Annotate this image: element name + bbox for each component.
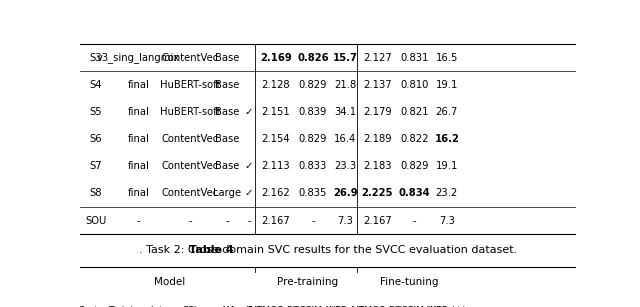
Text: Base: Base (216, 161, 240, 171)
Text: S6: S6 (90, 134, 102, 144)
Text: 7.3: 7.3 (439, 216, 455, 226)
Text: 2.179: 2.179 (363, 107, 392, 117)
Text: final: final (127, 134, 149, 144)
Text: Base: Base (216, 134, 240, 144)
Text: 2.128: 2.128 (261, 80, 290, 90)
Text: ✓: ✓ (245, 188, 253, 198)
Text: -: - (413, 216, 417, 226)
Text: 2.137: 2.137 (363, 80, 392, 90)
Text: Large: Large (214, 188, 242, 198)
Text: WER (↓): WER (↓) (326, 306, 365, 307)
Text: 16.5: 16.5 (436, 52, 458, 63)
Text: 23.3: 23.3 (334, 161, 356, 171)
Text: 2.113: 2.113 (261, 161, 290, 171)
Text: 16.2: 16.2 (435, 134, 460, 144)
Text: Base: Base (216, 52, 240, 63)
Text: 2.167: 2.167 (363, 216, 392, 226)
Text: 0.829: 0.829 (299, 134, 327, 144)
Text: final: final (127, 188, 149, 198)
Text: 0.835: 0.835 (299, 188, 327, 198)
Text: ContentVec: ContentVec (162, 52, 219, 63)
Text: System: System (79, 306, 113, 307)
Text: S4: S4 (90, 80, 102, 90)
Text: final: final (127, 80, 149, 90)
Text: ContentVec: ContentVec (162, 161, 219, 171)
Text: Fine-tuning: Fine-tuning (380, 277, 439, 287)
Text: 0.831: 0.831 (401, 52, 429, 63)
Text: 2.189: 2.189 (363, 134, 392, 144)
Text: ✓: ✓ (245, 161, 253, 171)
Text: SOU: SOU (85, 216, 107, 226)
Text: 2.154: 2.154 (261, 134, 290, 144)
Text: 0.822: 0.822 (400, 134, 429, 144)
Text: WER (↓): WER (↓) (428, 306, 467, 307)
Text: ✓: ✓ (245, 107, 253, 117)
Text: 0.821: 0.821 (400, 107, 429, 117)
Text: S8: S8 (90, 188, 102, 198)
Text: final: final (127, 107, 149, 117)
Text: ContentVec: ContentVec (162, 188, 219, 198)
Text: 2.127: 2.127 (363, 52, 392, 63)
Text: 2.151: 2.151 (261, 107, 290, 117)
Text: 2.167: 2.167 (261, 216, 290, 226)
Text: 34.1: 34.1 (334, 107, 356, 117)
Text: 16.4: 16.4 (334, 134, 356, 144)
Text: final: final (127, 161, 149, 171)
Text: COSSIM (↑): COSSIM (↑) (286, 306, 340, 307)
Text: Table 4: Table 4 (189, 245, 234, 255)
Text: 0.834: 0.834 (399, 188, 431, 198)
Text: 23.2: 23.2 (436, 188, 458, 198)
Text: 19.1: 19.1 (436, 80, 458, 90)
Text: -: - (311, 216, 315, 226)
Text: 21.8: 21.8 (334, 80, 356, 90)
Text: HuBERT-soft: HuBERT-soft (160, 107, 221, 117)
Text: -: - (136, 216, 140, 226)
Text: Pre-training: Pre-training (277, 277, 339, 287)
Text: 15.7: 15.7 (333, 52, 358, 63)
Text: UTMOS (↑): UTMOS (↑) (250, 306, 301, 307)
Text: -: - (189, 216, 192, 226)
Text: AM: AM (220, 306, 235, 307)
Text: -: - (247, 216, 251, 226)
Text: 7.3: 7.3 (337, 216, 353, 226)
Text: 0.833: 0.833 (299, 161, 327, 171)
Text: S5: S5 (90, 107, 102, 117)
Text: 2.169: 2.169 (260, 52, 292, 63)
Text: 2.183: 2.183 (363, 161, 392, 171)
Text: S3: S3 (90, 52, 102, 63)
Text: 2.225: 2.225 (362, 188, 393, 198)
Text: . Task 2: Cross-domain SVC results for the SVCC evaluation dataset.: . Task 2: Cross-domain SVC results for t… (139, 245, 517, 255)
Text: HuBERT-soft: HuBERT-soft (160, 80, 221, 90)
Text: COSSIM (↑): COSSIM (↑) (388, 306, 442, 307)
Text: SSL: SSL (182, 306, 199, 307)
Text: Base: Base (216, 107, 240, 117)
Text: S7: S7 (90, 161, 102, 171)
Text: Base: Base (216, 80, 240, 90)
Text: 26.7: 26.7 (436, 107, 458, 117)
Text: -: - (226, 216, 229, 226)
Text: v3_sing_langmix: v3_sing_langmix (97, 52, 180, 63)
Text: 0.826: 0.826 (297, 52, 329, 63)
Text: ContentVec: ContentVec (162, 134, 219, 144)
Text: 0.839: 0.839 (299, 107, 327, 117)
Text: UTMOS (↑): UTMOS (↑) (352, 306, 403, 307)
Text: 26.9: 26.9 (333, 188, 357, 198)
Text: 0.829: 0.829 (400, 161, 429, 171)
Text: 2.162: 2.162 (261, 188, 290, 198)
Text: Training data: Training data (108, 306, 168, 307)
Text: IP: IP (245, 306, 253, 307)
Text: 19.1: 19.1 (436, 161, 458, 171)
Text: 0.829: 0.829 (299, 80, 327, 90)
Text: Model: Model (154, 277, 186, 287)
Text: 0.810: 0.810 (401, 80, 429, 90)
